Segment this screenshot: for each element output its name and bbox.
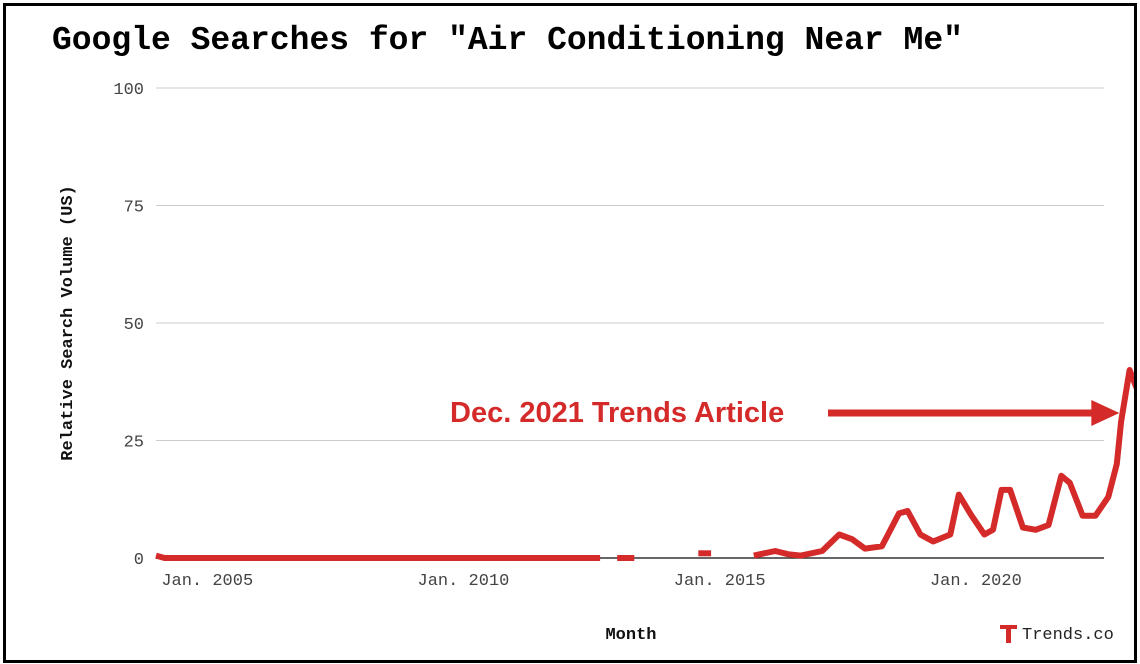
brand-logo: Trends.co [1000,625,1114,645]
y-axis-label: Relative Search Volume (US) [59,185,78,460]
x-tick-label: Jan. 2010 [418,572,510,591]
x-axis-label: Month [605,626,656,645]
trends-logo-icon [1000,625,1017,643]
chart-frame: Google Searches for "Air Conditioning Ne… [3,3,1137,663]
annotation: Dec. 2021 Trends Article [450,397,1120,429]
series-line [155,367,1134,561]
annotation-label: Dec. 2021 Trends Article [450,397,784,429]
x-tick-label: Jan. 2020 [930,572,1022,591]
y-tick-label: 100 [113,81,144,100]
brand-name: Trends.co [1022,626,1114,645]
y-axis-ticks: 0 25 50 75 100 [113,81,144,570]
y-tick-label: 75 [124,199,144,218]
chart-svg: Google Searches for "Air Conditioning Ne… [52,22,1134,645]
y-tick-label: 25 [124,434,144,453]
chart-title: Google Searches for "Air Conditioning Ne… [52,22,963,59]
y-tick-label: 50 [124,316,144,335]
series-segment [753,367,1134,559]
annotation-arrow-head [1091,400,1120,426]
gridlines [156,87,1104,441]
series-segment [155,552,601,561]
x-tick-label: Jan. 2005 [161,572,253,591]
x-tick-label: Jan. 2015 [674,572,766,591]
y-tick-label: 0 [134,551,144,570]
x-axis-ticks: Jan. 2005 Jan. 2010 Jan. 2015 Jan. 2020 [161,572,1021,591]
